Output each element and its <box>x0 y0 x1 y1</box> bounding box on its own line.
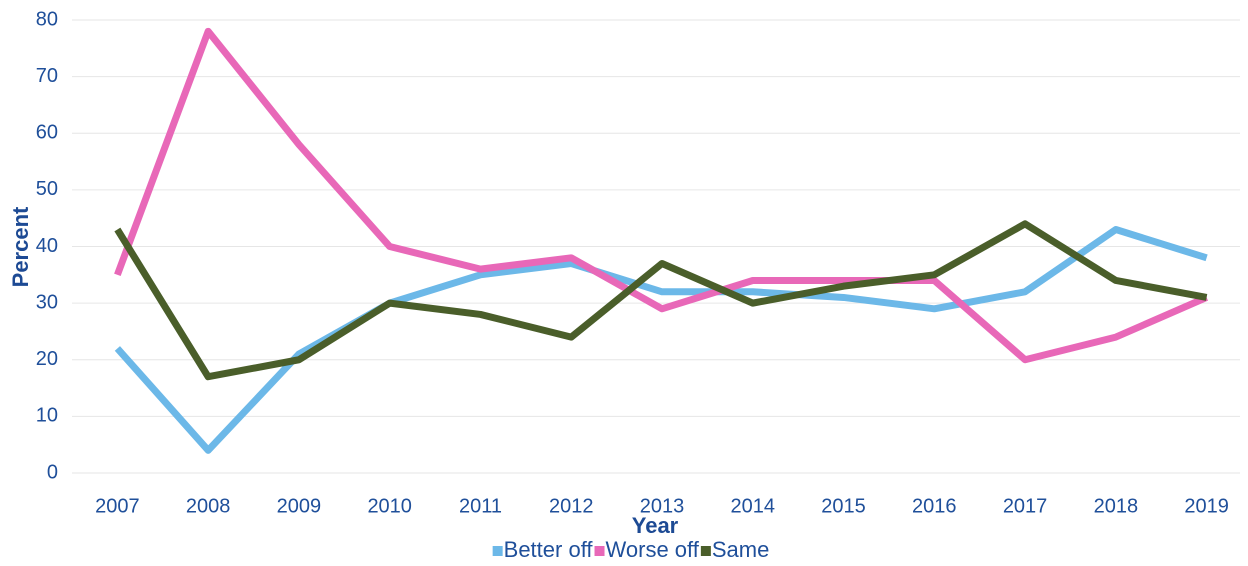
x-tick-label: 2019 <box>1184 495 1229 517</box>
x-tick-label: 2015 <box>821 495 866 517</box>
y-tick-label: 40 <box>36 235 58 257</box>
x-tick-label: 2010 <box>367 495 412 517</box>
y-tick-label: 10 <box>36 405 58 427</box>
y-tick-label: 30 <box>36 291 58 313</box>
y-axis-title: Percent <box>8 206 33 287</box>
x-tick-label: 2011 <box>459 495 502 517</box>
series-line <box>114 220 1208 381</box>
legend-label: Better off <box>504 537 594 562</box>
legend: Better off Worse off Same <box>492 537 769 562</box>
series-line <box>114 27 1209 364</box>
x-axis-title: Year <box>632 513 679 538</box>
x-tick-label: 2012 <box>549 495 594 517</box>
y-tick-label: 20 <box>36 348 58 370</box>
x-tick-label: 2017 <box>1003 495 1048 517</box>
x-tick-label: 2013 <box>640 495 685 517</box>
x-tick-label: 2008 <box>186 495 231 517</box>
series-line <box>114 226 1208 454</box>
legend-swatch <box>594 546 605 556</box>
legend-label: Same <box>712 537 769 562</box>
y-tick-label: 70 <box>36 65 58 87</box>
x-tick-label: 2016 <box>912 495 957 517</box>
legend-label: Worse off <box>606 537 700 562</box>
y-tick-label: 0 <box>47 461 58 483</box>
x-tick-label: 2014 <box>731 495 776 517</box>
legend-swatch <box>700 546 711 556</box>
legend-swatch <box>492 546 503 556</box>
y-tick-label: 60 <box>36 122 58 144</box>
x-tick-label: 2018 <box>1094 495 1139 517</box>
y-tick-label: 80 <box>36 8 58 30</box>
x-tick-label: 2007 <box>95 495 140 517</box>
x-tick-label: 2009 <box>277 495 322 517</box>
y-tick-label: 50 <box>36 178 58 200</box>
